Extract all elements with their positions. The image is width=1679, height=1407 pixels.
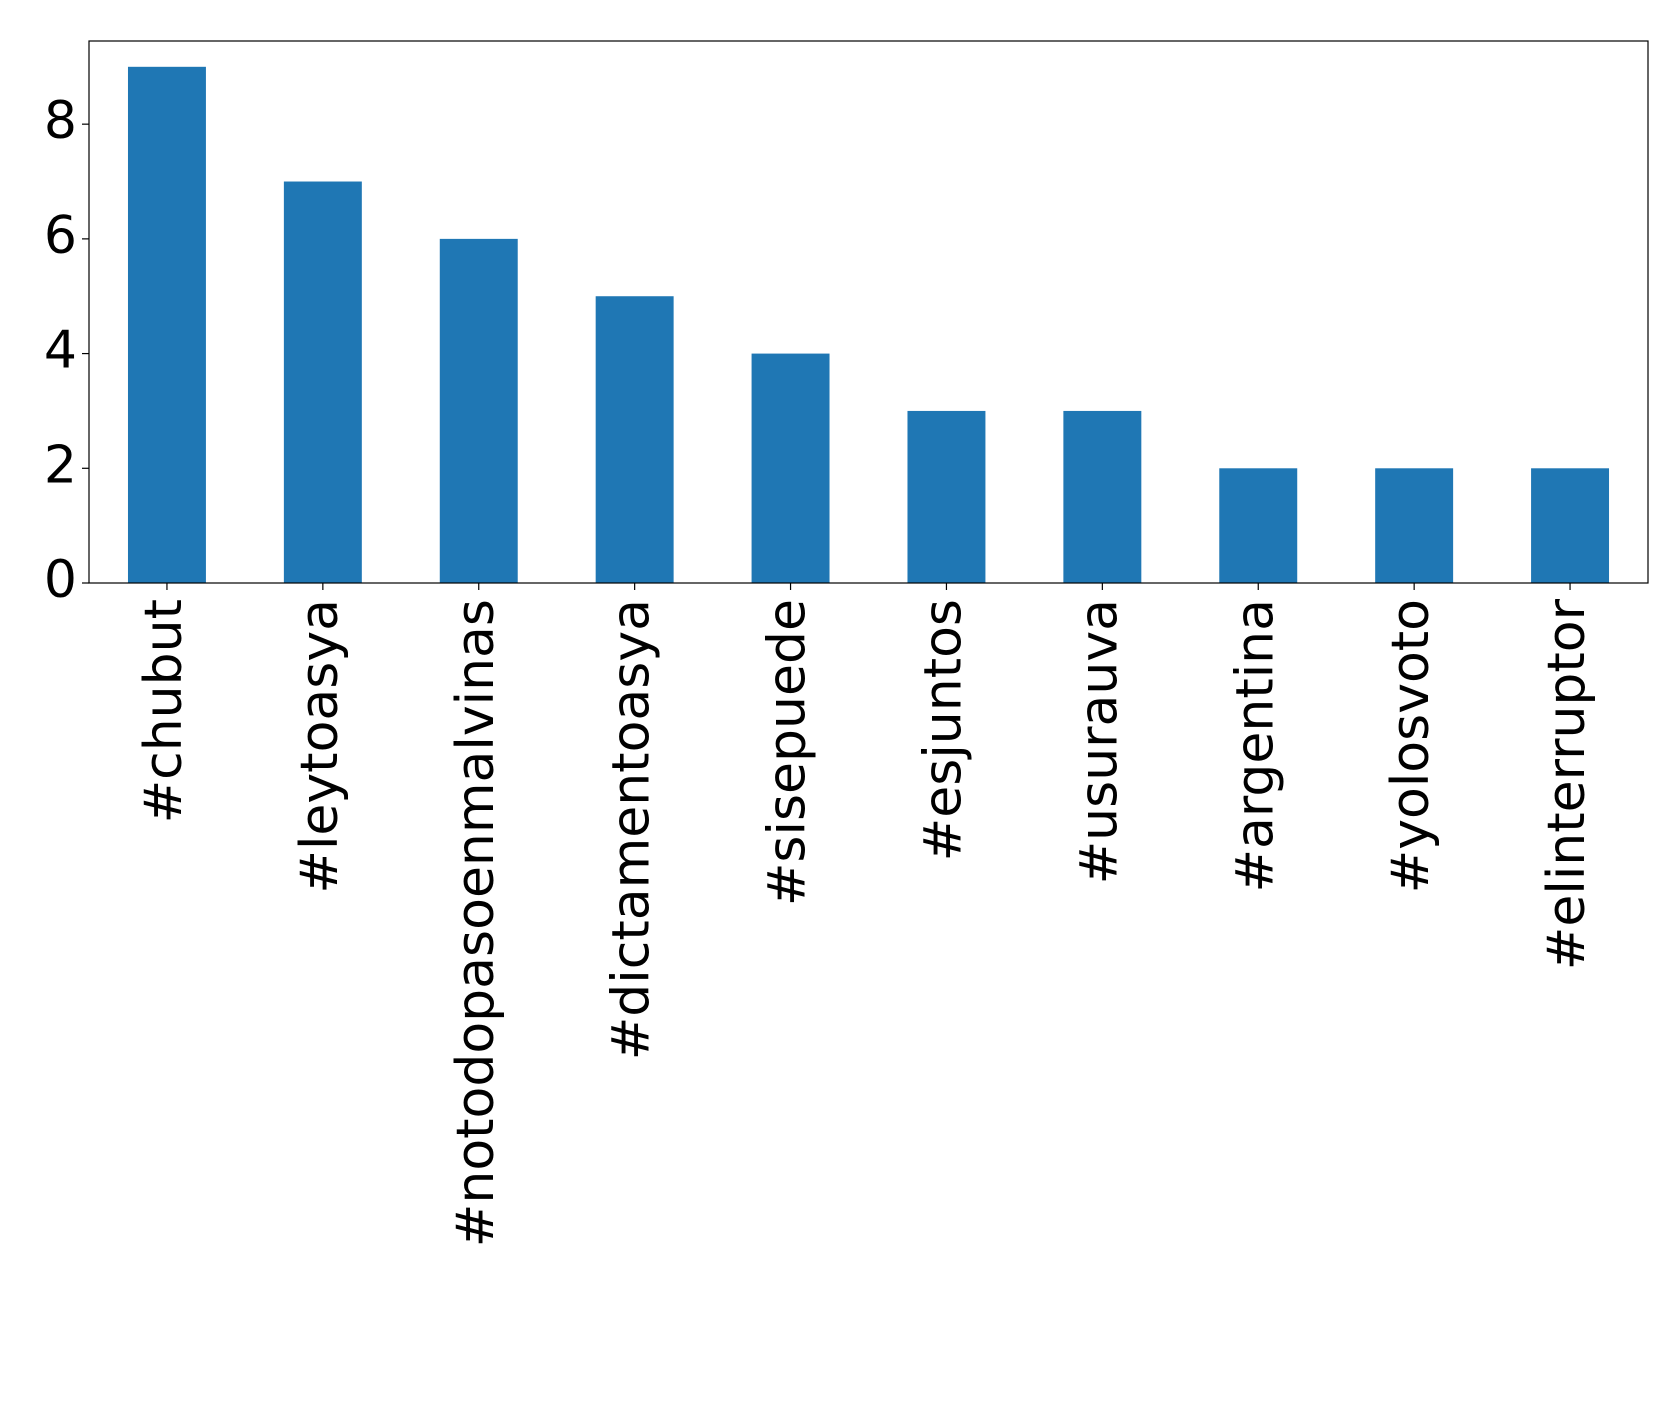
bar <box>595 296 674 583</box>
bar <box>439 238 518 583</box>
x-tick-label: #argentina <box>1225 599 1285 893</box>
x-tick-label: #notodopasoenmalvinas <box>446 599 506 1247</box>
y-tick-label: 4 <box>44 321 77 381</box>
x-tick-label: #esjuntos <box>913 599 973 861</box>
x-tick-label: #yolosvoto <box>1381 599 1441 893</box>
x-tick-label: #usurauva <box>1069 599 1129 884</box>
x-tick-label: #elinterruptor <box>1537 598 1597 970</box>
bar <box>283 181 362 583</box>
plot-frame <box>88 40 1649 584</box>
bar <box>751 353 830 583</box>
y-tick-label: 0 <box>44 550 77 610</box>
x-tick-label: #dictamentoasya <box>602 599 662 1060</box>
bar <box>1531 468 1610 583</box>
bar <box>1063 410 1142 583</box>
bar <box>1375 468 1454 583</box>
x-tick-label: #leytoasya <box>290 599 350 894</box>
x-tick-label: #chubut <box>134 599 194 823</box>
bar <box>1219 468 1298 583</box>
bar <box>907 410 986 583</box>
y-tick-label: 8 <box>44 91 77 151</box>
x-tick-label: #sisepuede <box>758 599 818 906</box>
y-tick-label: 2 <box>44 435 77 495</box>
bar <box>127 66 206 584</box>
y-tick-label: 6 <box>44 206 77 266</box>
